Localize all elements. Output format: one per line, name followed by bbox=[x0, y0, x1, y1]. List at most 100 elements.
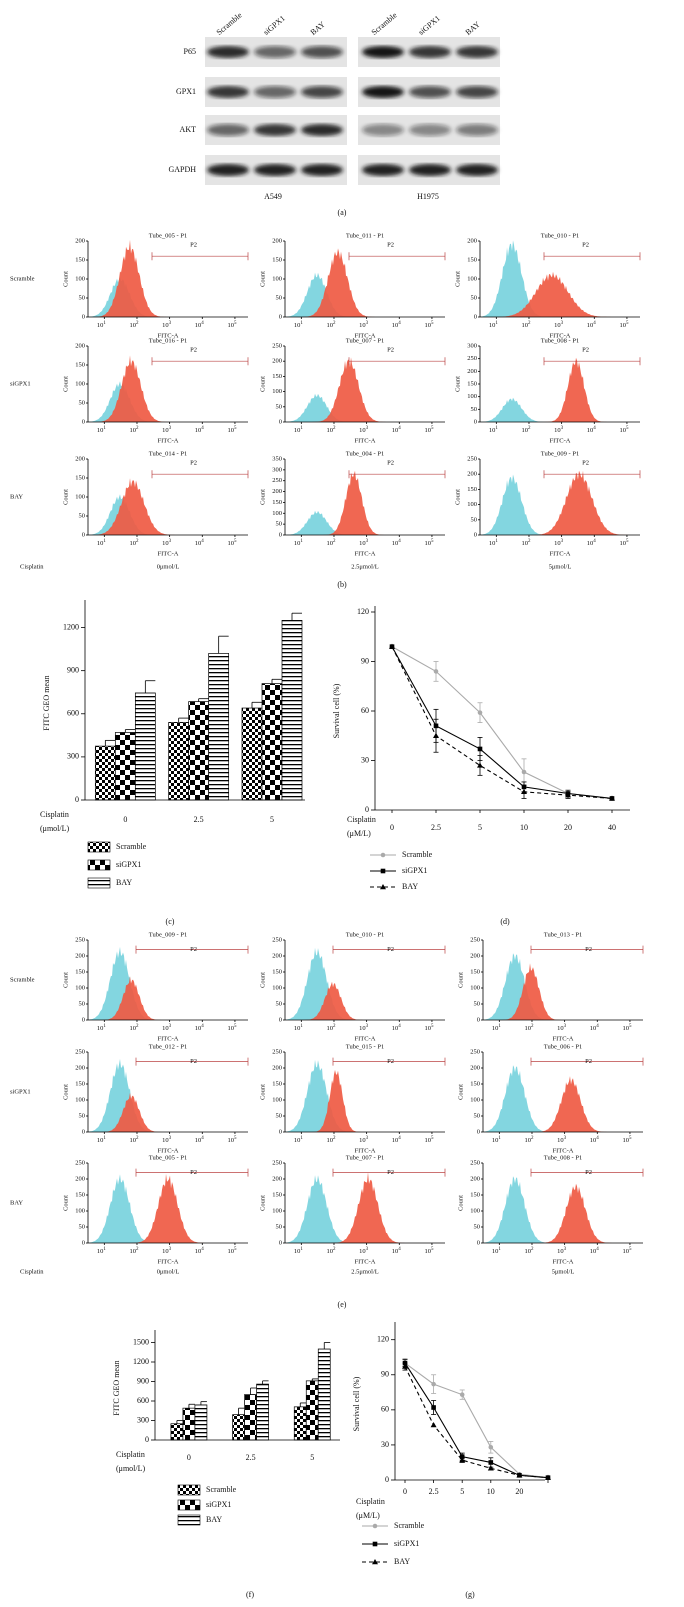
cyan-histogram bbox=[285, 1175, 445, 1243]
y-tick-label: 0 bbox=[365, 805, 369, 814]
log-base: 10 bbox=[195, 322, 202, 329]
x-tick-label: 102 bbox=[326, 1136, 336, 1144]
marker bbox=[430, 1422, 437, 1428]
band bbox=[207, 124, 249, 136]
legend-label: BAY bbox=[402, 882, 418, 891]
x-axis-label: FITC-A bbox=[355, 437, 376, 444]
x-tick-label: 103 bbox=[162, 1136, 172, 1144]
y-tick-label: 150 bbox=[467, 256, 477, 263]
y-tick-label: 50 bbox=[79, 512, 86, 519]
x-tick-label: 103 bbox=[554, 426, 564, 434]
y-tick-label: 100 bbox=[470, 1207, 480, 1214]
y-tick-label: 250 bbox=[467, 455, 477, 462]
y-tick-label: 1200 bbox=[133, 1357, 149, 1366]
series-line bbox=[404, 1362, 549, 1479]
log-base: 10 bbox=[359, 427, 366, 434]
lane-label: BAY bbox=[309, 20, 327, 37]
log-exponent: 5 bbox=[431, 1136, 434, 1141]
y-tick-label: 250 bbox=[75, 936, 85, 943]
bar bbox=[94, 745, 116, 801]
log-base: 10 bbox=[392, 1137, 399, 1144]
log-base: 10 bbox=[622, 1248, 629, 1255]
log-base: 10 bbox=[97, 427, 104, 434]
x-axis-label: (μM/L) bbox=[347, 829, 371, 838]
log-base: 10 bbox=[326, 322, 333, 329]
x-tick-label: 20 bbox=[515, 1487, 523, 1496]
log-base: 10 bbox=[195, 540, 202, 547]
plot-title: Tube_014 - P1 bbox=[149, 450, 187, 457]
y-axis-label: Count bbox=[62, 376, 69, 392]
log-base: 10 bbox=[524, 1137, 531, 1144]
x-tick-label: 105 bbox=[227, 1024, 237, 1032]
y-tick-label: 50 bbox=[474, 1000, 481, 1007]
y-axis-label: Count bbox=[259, 376, 266, 392]
marker bbox=[459, 1454, 465, 1459]
y-tick-label: 200 bbox=[272, 1175, 282, 1182]
log-exponent: 4 bbox=[398, 321, 401, 326]
bar bbox=[232, 1414, 245, 1441]
y-axis-label: Survival cell (%) bbox=[332, 683, 341, 738]
lane-label: Scramble bbox=[215, 10, 244, 37]
gate-label: P2 bbox=[387, 946, 394, 953]
cyan-histogram bbox=[480, 397, 640, 422]
x-tick-label: 101 bbox=[492, 1136, 502, 1144]
cyan-histogram bbox=[285, 510, 445, 535]
x-tick-label: 101 bbox=[97, 426, 107, 434]
log-exponent: 2 bbox=[333, 539, 336, 544]
log-exponent: 1 bbox=[103, 426, 106, 431]
cyan-histogram bbox=[285, 272, 445, 317]
legend-marker bbox=[372, 1523, 378, 1529]
y-axis-label: Count bbox=[259, 1195, 266, 1211]
x-axis-label: Cisplatin bbox=[116, 1450, 145, 1459]
log-exponent: 4 bbox=[398, 426, 401, 431]
x-tick-label: 101 bbox=[489, 539, 499, 547]
y-tick-label: 300 bbox=[272, 466, 282, 473]
log-exponent: 5 bbox=[234, 321, 237, 326]
log-base: 10 bbox=[557, 1025, 564, 1032]
x-tick-label: 104 bbox=[587, 321, 597, 329]
band bbox=[409, 124, 451, 136]
log-exponent: 3 bbox=[564, 1136, 567, 1141]
cell-line-label: H1975 bbox=[417, 192, 439, 201]
log-base: 10 bbox=[162, 1248, 169, 1255]
x-tick-label: 102 bbox=[521, 539, 531, 547]
x-tick-label: 105 bbox=[424, 1024, 434, 1032]
log-base: 10 bbox=[326, 1248, 333, 1255]
legend-label: BAY bbox=[206, 1515, 222, 1524]
y-tick-label: 200 bbox=[272, 1064, 282, 1071]
y-tick-label: 150 bbox=[75, 1191, 85, 1198]
x-tick-label: 103 bbox=[554, 539, 564, 547]
y-tick-label: 0 bbox=[474, 313, 477, 320]
log-base: 10 bbox=[326, 1137, 333, 1144]
legend-marker bbox=[380, 852, 386, 858]
marker bbox=[431, 1405, 436, 1410]
x-axis-label: Cisplatin bbox=[356, 1497, 385, 1506]
x-tick-label: 5 bbox=[478, 823, 482, 832]
log-exponent: 3 bbox=[169, 426, 172, 431]
gate-label: P2 bbox=[387, 1058, 394, 1065]
band bbox=[456, 124, 498, 136]
x-axis-label: FITC-A bbox=[355, 1258, 376, 1265]
x-tick-label: 103 bbox=[359, 1024, 369, 1032]
y-tick-label: 0 bbox=[279, 531, 282, 538]
log-exponent: 2 bbox=[528, 321, 531, 326]
red-histogram bbox=[88, 1092, 248, 1132]
y-axis-label: Count bbox=[457, 1195, 464, 1211]
log-base: 10 bbox=[162, 322, 169, 329]
y-tick-label: 100 bbox=[75, 380, 85, 387]
y-tick-label: 50 bbox=[474, 1223, 481, 1230]
x-tick-label: 102 bbox=[129, 1024, 139, 1032]
x-tick-label: 101 bbox=[97, 539, 107, 547]
x-tick-label: 101 bbox=[294, 539, 304, 547]
log-exponent: 5 bbox=[234, 1136, 237, 1141]
y-tick-label: 50 bbox=[276, 1112, 283, 1119]
y-tick-label: 0 bbox=[82, 313, 85, 320]
y-tick-label: 100 bbox=[75, 275, 85, 282]
log-base: 10 bbox=[129, 427, 136, 434]
y-tick-label: 50 bbox=[276, 1000, 283, 1007]
log-exponent: 5 bbox=[431, 321, 434, 326]
y-tick-label: 150 bbox=[272, 373, 282, 380]
marker bbox=[487, 1465, 494, 1471]
y-tick-label: 50 bbox=[79, 294, 86, 301]
log-exponent: 3 bbox=[169, 1136, 172, 1141]
